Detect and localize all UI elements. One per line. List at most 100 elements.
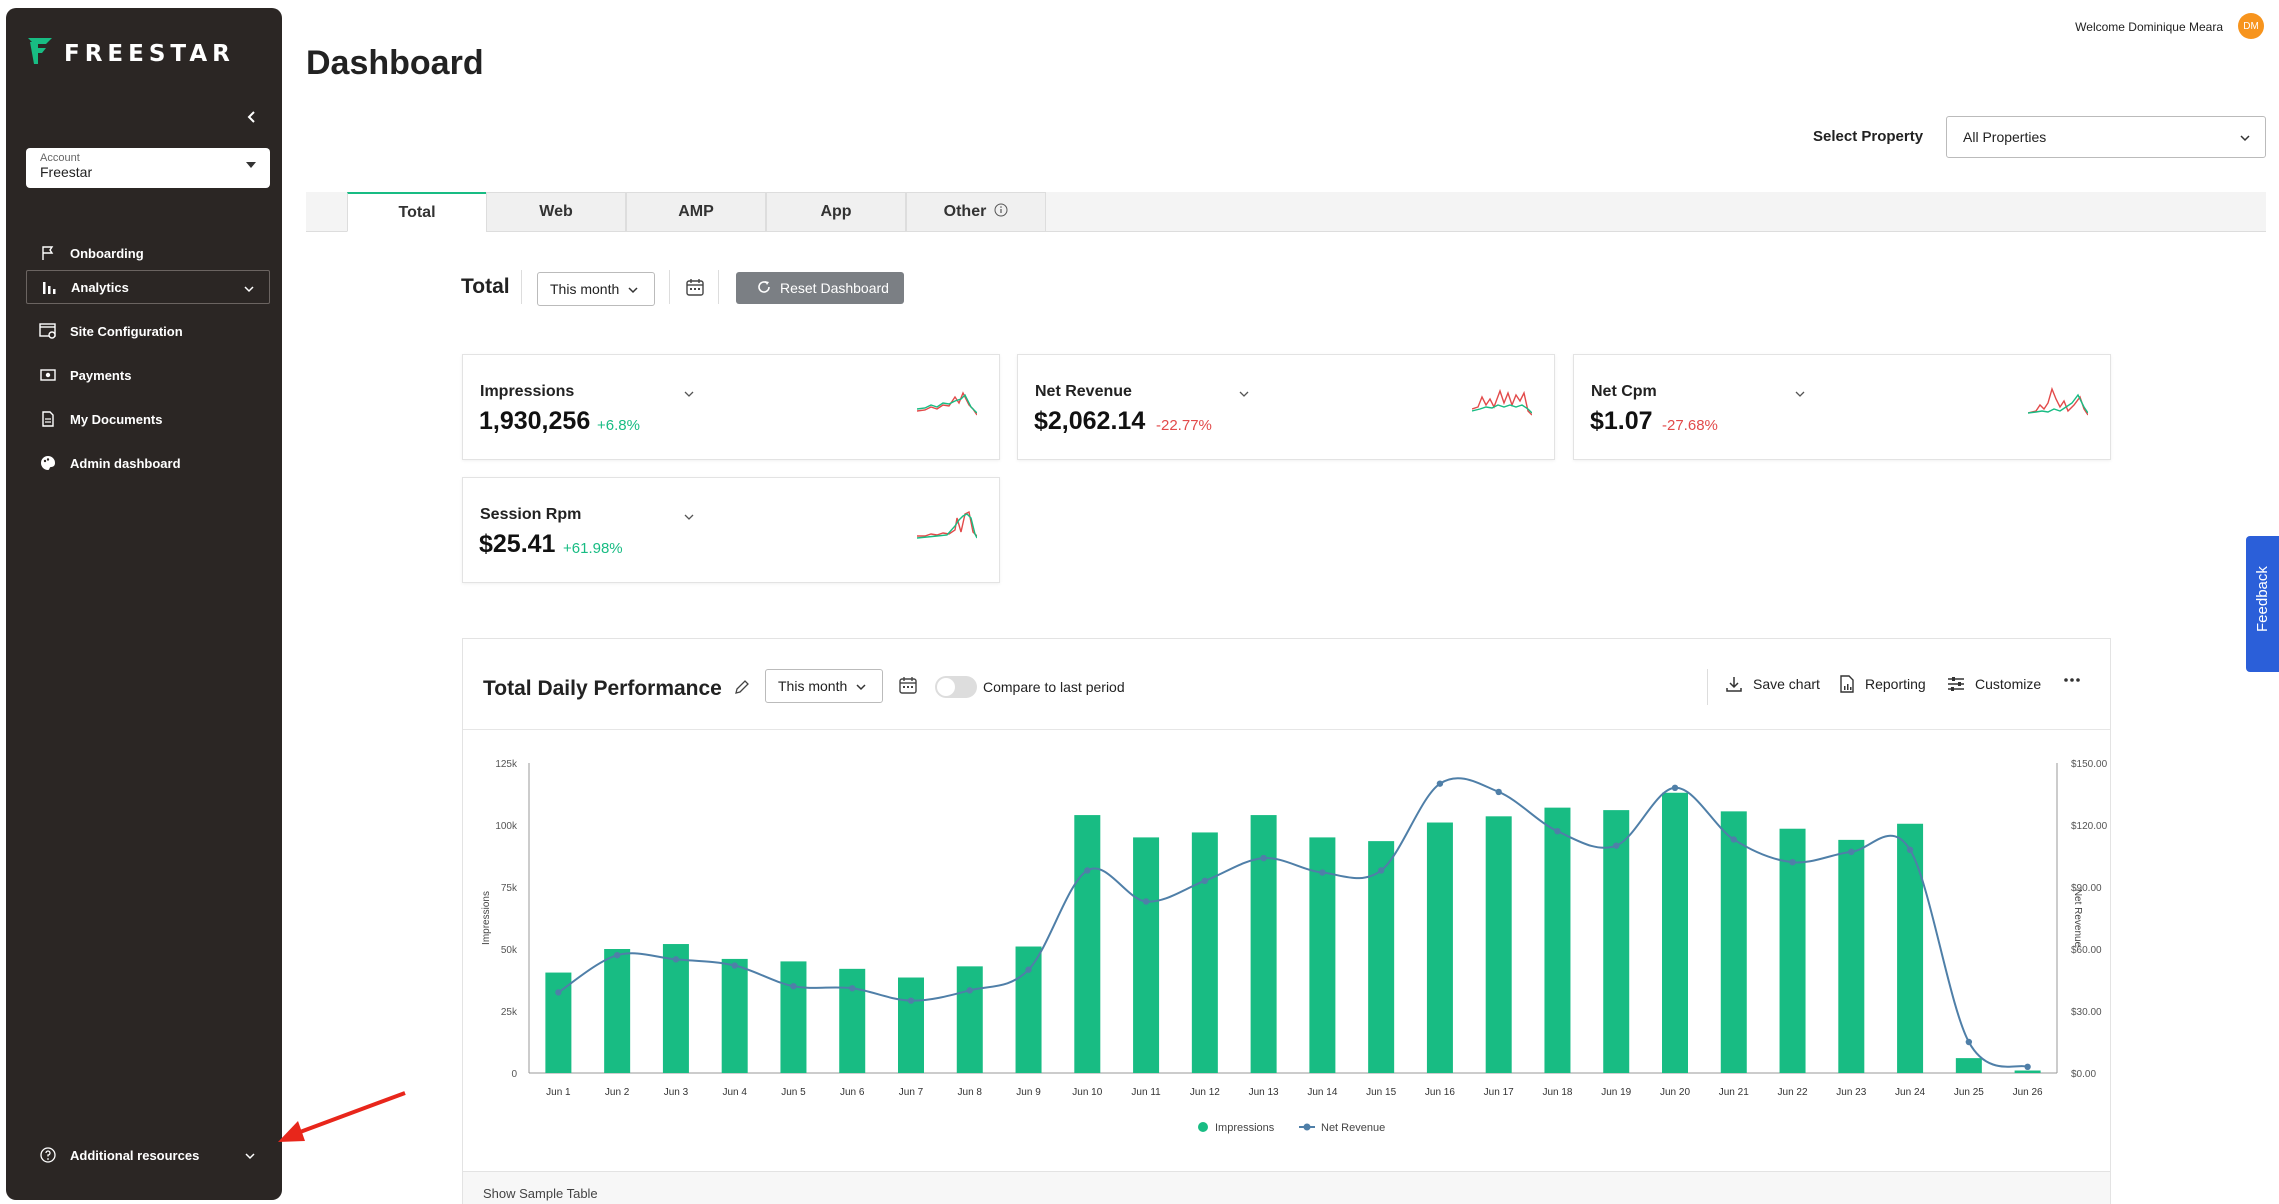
y-axis-label-left: Impressions <box>481 891 492 945</box>
chart-bar <box>545 972 572 1073</box>
feedback-tab[interactable]: Feedback <box>2246 536 2279 672</box>
x-tick-label: Jun 10 <box>1072 1087 1102 1098</box>
y-tick-left: 50k <box>501 945 518 956</box>
chart-bar <box>1720 811 1747 1073</box>
sidebar-item-my-documents[interactable]: My Documents <box>26 402 270 436</box>
sidebar-item-analytics[interactable]: Analytics <box>26 270 270 304</box>
kpi-title: Net Cpm <box>1591 383 1657 400</box>
sparkline <box>2028 386 2088 416</box>
freestar-logo-icon <box>26 36 54 71</box>
y-tick-left: 75k <box>501 883 518 894</box>
kpi-card-net-cpm[interactable]: Net Cpm $1.07 -27.68% <box>1573 354 2111 460</box>
kpi-title: Impressions <box>480 383 575 400</box>
legend-net-revenue-label: Net Revenue <box>1321 1122 1385 1134</box>
chevron-down-icon <box>244 1148 256 1163</box>
property-select-value: All Properties <box>1963 129 2047 145</box>
sidebar-item-label: Analytics <box>71 279 129 295</box>
sidebar-item-payments[interactable]: Payments <box>26 358 270 392</box>
property-select[interactable]: All Properties <box>1946 116 2266 158</box>
reporting-button[interactable]: Reporting <box>1839 675 1926 693</box>
tab-web[interactable]: Web <box>486 192 626 232</box>
chevron-down-icon <box>855 678 867 694</box>
more-options-button[interactable] <box>2063 671 2091 689</box>
kpi-title: Session Rpm <box>480 506 582 523</box>
chart-period-dropdown[interactable]: This month <box>765 669 883 703</box>
kpi-change: +6.8% <box>597 417 640 434</box>
collapse-sidebar-button[interactable] <box>246 108 256 129</box>
flag-icon <box>38 243 58 263</box>
sidebar-item-label: Admin dashboard <box>70 455 181 471</box>
net-revenue-point <box>1436 780 1444 787</box>
period-dropdown[interactable]: This month <box>537 272 655 306</box>
kpi-card-net-revenue[interactable]: Net Revenue $2,062.14 -22.77% <box>1017 354 1555 460</box>
avatar[interactable]: DM <box>2238 13 2264 39</box>
y-tick-right: $90.00 <box>2071 883 2102 894</box>
chart-bar <box>1191 832 1218 1073</box>
tab-label: Web <box>539 203 573 220</box>
net-revenue-point <box>1025 966 1032 973</box>
period-dropdown-value: This month <box>550 281 620 297</box>
report-icon <box>1840 675 1854 693</box>
net-revenue-point <box>1789 859 1796 866</box>
reset-dashboard-button[interactable]: Reset Dashboard <box>736 272 904 304</box>
y-tick-left: 25k <box>501 1007 518 1018</box>
x-tick-label: Jun 16 <box>1425 1087 1455 1098</box>
divider <box>669 270 670 304</box>
tab-label: AMP <box>678 203 714 220</box>
sidebar-item-label: Site Configuration <box>70 323 183 339</box>
x-tick-label: Jun 23 <box>1836 1087 1866 1098</box>
sidebar-item-site-configuration[interactable]: Site Configuration <box>26 314 270 348</box>
net-revenue-point <box>1613 842 1620 849</box>
calendar-icon[interactable] <box>686 278 704 301</box>
x-tick-label: Jun 5 <box>781 1087 806 1098</box>
calendar-icon[interactable] <box>899 676 917 699</box>
chart-period-value: This month <box>778 678 848 694</box>
kpi-card-impressions[interactable]: Impressions 1,930,256 +6.8% <box>462 354 1000 460</box>
net-revenue-point <box>1730 836 1737 843</box>
x-tick-label: Jun 2 <box>605 1087 630 1098</box>
chart-bar <box>1838 839 1865 1073</box>
account-select[interactable]: Account Freestar <box>26 148 270 188</box>
compare-toggle[interactable] <box>935 676 977 698</box>
net-revenue-point <box>1377 867 1385 874</box>
customize-button[interactable]: Customize <box>1947 675 2041 693</box>
help-circle-icon <box>38 1145 58 1165</box>
chevron-down-icon[interactable] <box>683 508 695 526</box>
chevron-down-icon[interactable] <box>1238 385 1250 403</box>
show-sample-table[interactable]: Show Sample Table <box>463 1171 2110 1204</box>
x-tick-label: Jun 20 <box>1660 1087 1690 1098</box>
save-chart-label: Save chart <box>1753 676 1820 692</box>
chart-bar <box>1074 815 1101 1073</box>
save-chart-button[interactable]: Save chart <box>1725 675 1820 693</box>
chevron-down-icon <box>2239 129 2251 145</box>
net-revenue-point <box>966 987 973 994</box>
additional-resources[interactable]: Additional resources <box>26 1138 270 1172</box>
tab-other[interactable]: Other <box>906 192 1046 232</box>
chevron-down-icon[interactable] <box>1794 385 1806 403</box>
freestar-logo[interactable]: FREESTAR <box>26 36 235 71</box>
sidebar-item-onboarding[interactable]: Onboarding <box>26 236 270 270</box>
x-tick-label: Jun 21 <box>1719 1087 1749 1098</box>
x-tick-label: Jun 19 <box>1601 1087 1631 1098</box>
kpi-value: $25.41 <box>479 530 556 558</box>
tab-amp[interactable]: AMP <box>626 192 766 232</box>
net-revenue-point <box>1965 1038 1973 1046</box>
customize-label: Customize <box>1975 676 2042 692</box>
pencil-icon[interactable] <box>734 677 750 700</box>
net-revenue-point <box>1554 828 1561 835</box>
brand-name: FREESTAR <box>64 40 235 67</box>
chart-bar <box>956 966 983 1073</box>
chevron-down-icon[interactable] <box>683 385 695 403</box>
account-value: Freestar <box>40 164 93 180</box>
net-revenue-point <box>613 952 621 959</box>
kpi-card-session-rpm[interactable]: Session Rpm $25.41 +61.98% <box>462 477 1000 583</box>
divider <box>1707 669 1708 705</box>
tab-total[interactable]: Total <box>347 192 487 232</box>
sidebar-item-admin-dashboard[interactable]: Admin dashboard <box>26 446 270 480</box>
tab-label: Total <box>398 203 436 221</box>
divider <box>463 729 2110 730</box>
tab-app[interactable]: App <box>766 192 906 232</box>
chart-bar <box>1662 792 1688 1073</box>
x-tick-label: Jun 26 <box>2013 1087 2043 1098</box>
x-tick-label: Jun 25 <box>1954 1087 1984 1098</box>
